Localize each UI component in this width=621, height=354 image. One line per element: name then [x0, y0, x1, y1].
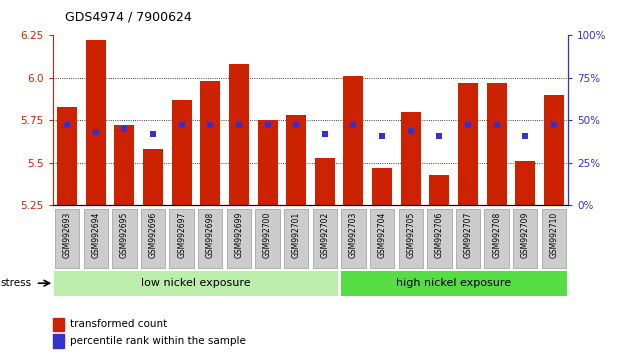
Text: GSM992710: GSM992710: [550, 212, 558, 258]
Text: stress: stress: [1, 278, 32, 288]
Text: GSM992705: GSM992705: [406, 212, 415, 258]
Bar: [312, 210, 337, 268]
Text: GDS4974 / 7900624: GDS4974 / 7900624: [65, 11, 192, 24]
Bar: [53, 318, 63, 331]
Bar: [544, 95, 564, 205]
Bar: [227, 210, 251, 268]
Text: GSM992708: GSM992708: [492, 212, 501, 258]
Bar: [458, 83, 478, 205]
Bar: [340, 271, 567, 296]
Text: GSM992695: GSM992695: [120, 212, 129, 258]
Text: percentile rank within the sample: percentile rank within the sample: [70, 336, 246, 346]
Text: GSM992706: GSM992706: [435, 212, 444, 258]
Text: GSM992694: GSM992694: [91, 212, 100, 258]
Bar: [456, 210, 480, 268]
Text: GSM992702: GSM992702: [320, 212, 329, 258]
Bar: [484, 210, 509, 268]
Bar: [229, 64, 249, 205]
Bar: [487, 83, 507, 205]
Bar: [57, 107, 77, 205]
Bar: [114, 125, 134, 205]
Text: transformed count: transformed count: [70, 319, 167, 329]
Bar: [286, 115, 306, 205]
Bar: [372, 168, 392, 205]
Bar: [429, 175, 450, 205]
Bar: [141, 210, 165, 268]
Bar: [86, 40, 106, 205]
Bar: [84, 210, 108, 268]
Bar: [513, 210, 537, 268]
Bar: [54, 271, 338, 296]
Bar: [284, 210, 309, 268]
Bar: [370, 210, 394, 268]
Text: GSM992696: GSM992696: [148, 212, 158, 258]
Bar: [112, 210, 137, 268]
Bar: [343, 76, 363, 205]
Bar: [315, 158, 335, 205]
Text: GSM992693: GSM992693: [63, 212, 71, 258]
Bar: [342, 210, 366, 268]
Text: GSM992699: GSM992699: [234, 212, 243, 258]
Bar: [515, 161, 535, 205]
Text: GSM992701: GSM992701: [292, 212, 301, 258]
Bar: [200, 81, 220, 205]
Bar: [55, 210, 79, 268]
Bar: [53, 334, 63, 348]
Text: GSM992698: GSM992698: [206, 212, 215, 258]
Bar: [258, 120, 278, 205]
Text: GSM992707: GSM992707: [463, 212, 473, 258]
Bar: [542, 210, 566, 268]
Bar: [170, 210, 194, 268]
Text: GSM992697: GSM992697: [177, 212, 186, 258]
Text: low nickel exposure: low nickel exposure: [141, 278, 251, 288]
Bar: [427, 210, 451, 268]
Bar: [143, 149, 163, 205]
Bar: [399, 210, 423, 268]
Text: GSM992709: GSM992709: [521, 212, 530, 258]
Text: GSM992703: GSM992703: [349, 212, 358, 258]
Bar: [255, 210, 279, 268]
Bar: [171, 100, 192, 205]
Text: GSM992700: GSM992700: [263, 212, 272, 258]
Bar: [401, 112, 421, 205]
Text: high nickel exposure: high nickel exposure: [396, 278, 511, 288]
Text: GSM992704: GSM992704: [378, 212, 387, 258]
Bar: [198, 210, 222, 268]
